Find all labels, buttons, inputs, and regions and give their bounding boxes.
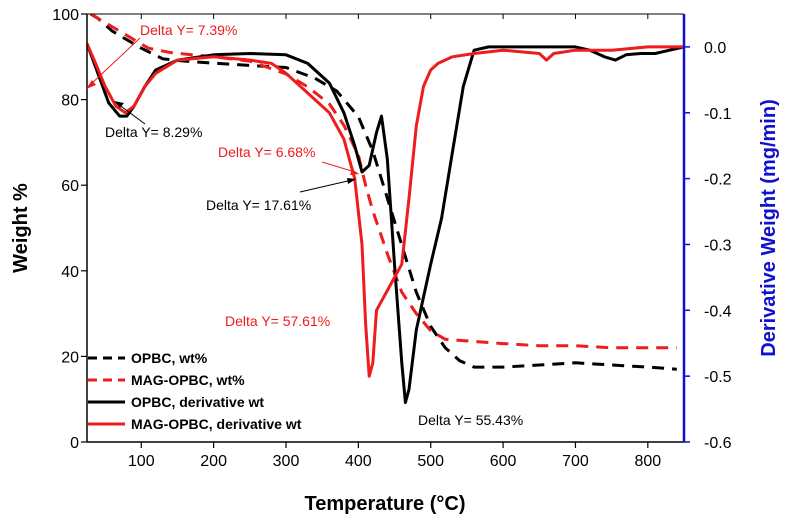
- y-left-tick-label: 0: [70, 435, 79, 452]
- annotation-arrows: [86, 37, 359, 193]
- y-right-tick-label: 0.0: [704, 40, 726, 57]
- legend: OPBC, wt% MAG-OPBC, wt% OPBC, derivative…: [88, 350, 302, 432]
- x-tick-label: 800: [634, 453, 661, 470]
- y-axis-right-title: Derivative Weight (mg/min): [758, 99, 780, 356]
- annotation-delta-7-39: Delta Y= 7.39%: [140, 22, 237, 38]
- x-axis-title: Temperature (°C): [305, 493, 466, 515]
- arrow-7-39: [89, 37, 141, 86]
- arrow-17-61-head: [347, 178, 356, 184]
- y-right-tick-label: -0.1: [704, 106, 732, 123]
- arrow-8-29: [117, 103, 146, 125]
- annotation-delta-55-43: Delta Y= 55.43%: [418, 412, 523, 428]
- legend-label-mag-opbc-wt: MAG-OPBC, wt%: [131, 372, 245, 388]
- y-left-tick-label: 60: [61, 178, 79, 195]
- y-left-tick-label: 80: [61, 93, 79, 110]
- annotation-delta-17-61: Delta Y= 17.61%: [206, 197, 311, 213]
- y-left-tick-label: 100: [52, 7, 79, 24]
- y-right-tick-label: -0.4: [704, 303, 732, 320]
- y-right-tick-label: -0.3: [704, 237, 732, 254]
- arrow-17-61: [299, 179, 353, 193]
- annotation-delta-6-68: Delta Y= 6.68%: [218, 144, 315, 160]
- legend-label-opbc-wt: OPBC, wt%: [131, 350, 208, 366]
- y-left-tick-label: 40: [61, 264, 79, 281]
- arrow-7-39-head: [86, 80, 96, 89]
- annotation-delta-8-29: Delta Y= 8.29%: [105, 124, 202, 140]
- x-tick-label: 600: [490, 453, 517, 470]
- annotation-delta-57-61: Delta Y= 57.61%: [225, 313, 330, 329]
- legend-label-opbc-deriv: OPBC, derivative wt: [131, 394, 264, 410]
- series-line-0: [89, 14, 677, 371]
- y-right-tick-label: -0.5: [704, 369, 732, 386]
- y-left-tick-label: 20: [61, 349, 79, 366]
- x-tick-label: 300: [273, 453, 300, 470]
- arrow-6-68: [321, 161, 356, 173]
- x-tick-label: 700: [562, 453, 589, 470]
- x-tick-label: 200: [200, 453, 227, 470]
- series-line-2: [87, 43, 684, 404]
- x-tick-label: 400: [345, 453, 372, 470]
- x-tick-label: 100: [128, 453, 155, 470]
- series-line-1: [89, 14, 677, 350]
- series-line-3: [87, 43, 684, 378]
- y-right-tick-label: -0.2: [704, 172, 732, 189]
- arrow-6-68-head: [350, 169, 359, 175]
- arrow-8-29-head: [114, 101, 124, 108]
- y-axis-left-title: Weight %: [10, 183, 32, 273]
- legend-label-mag-opbc-deriv: MAG-OPBC, derivative wt: [131, 416, 302, 432]
- y-right-tick-label: -0.6: [704, 435, 732, 452]
- x-tick-label: 500: [417, 453, 444, 470]
